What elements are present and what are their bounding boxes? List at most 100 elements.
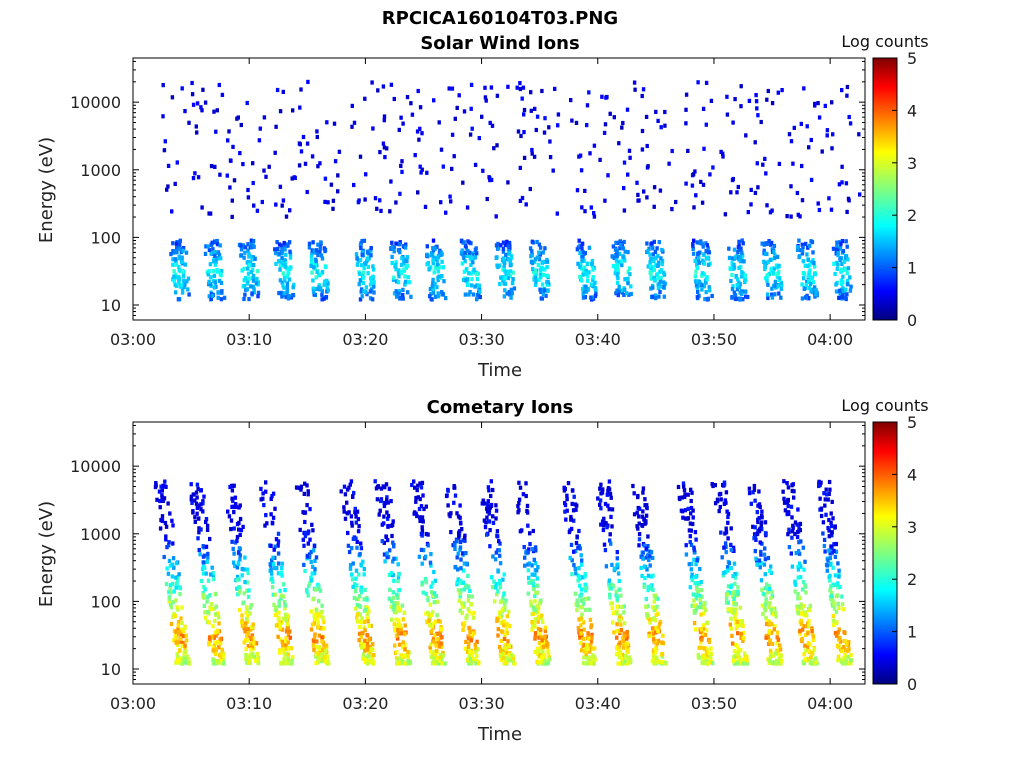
- heatmap-cell: [251, 239, 256, 244]
- heatmap-cell: [394, 605, 399, 610]
- heatmap-cell: [369, 279, 374, 284]
- heatmap-cell: [184, 633, 188, 638]
- heatmap-cell: [310, 571, 314, 576]
- heatmap-cell: [581, 601, 586, 606]
- heatmap-cell: [578, 641, 583, 646]
- heatmap-cell: [326, 288, 330, 293]
- heatmap-cell: [741, 259, 745, 264]
- heatmap-cell: [505, 650, 509, 655]
- heatmap-cell: [352, 490, 356, 496]
- heatmap-cell: [281, 271, 285, 276]
- heatmap-cell: [693, 258, 697, 263]
- heatmap-cell: [271, 491, 276, 496]
- heatmap-cell: [466, 645, 471, 650]
- heatmap-cell: [656, 596, 660, 601]
- heatmap-cell: [759, 561, 763, 566]
- heatmap-cell: [499, 657, 503, 662]
- heatmap-cell: [833, 582, 837, 588]
- heatmap-cell: [589, 661, 593, 666]
- heatmap-cell: [650, 268, 654, 273]
- heatmap-cell: [701, 623, 705, 628]
- heatmap-cell: [285, 622, 290, 627]
- heatmap-cell: [342, 484, 347, 489]
- heatmap-cell: [695, 263, 699, 268]
- heatmap-cell: [443, 661, 447, 666]
- heatmap-cell: [366, 271, 370, 276]
- heatmap-cell: [208, 638, 212, 643]
- heatmap-cell: [810, 632, 815, 637]
- heatmap-cell: [201, 501, 205, 506]
- heatmap-cell: [648, 584, 653, 589]
- heatmap-cell: [312, 635, 317, 640]
- heatmap-cell: [379, 208, 383, 213]
- heatmap-cell: [238, 503, 242, 508]
- heatmap-cell: [280, 246, 284, 252]
- heatmap-cell: [764, 600, 768, 605]
- heatmap-cell: [518, 86, 523, 92]
- heatmap-cell: [689, 505, 694, 511]
- heatmap-cell: [726, 607, 730, 612]
- heatmap-cell: [368, 289, 373, 294]
- heatmap-cell: [394, 610, 398, 615]
- heatmap-cell: [517, 480, 521, 485]
- heatmap-cell: [501, 256, 506, 261]
- heatmap-cell: [771, 270, 775, 275]
- heatmap-cell: [469, 283, 474, 288]
- heatmap-cell: [457, 598, 461, 603]
- heatmap-cell: [439, 641, 443, 646]
- heatmap-cell: [417, 506, 422, 512]
- heatmap-cell: [396, 272, 401, 277]
- heatmap-cell: [576, 625, 581, 631]
- heatmap-cell: [695, 584, 699, 589]
- heatmap-cell: [273, 592, 277, 597]
- heatmap-cell: [476, 661, 481, 666]
- heatmap-cell: [506, 257, 511, 262]
- heatmap-cell: [472, 267, 476, 272]
- heatmap-cell: [535, 255, 539, 260]
- heatmap-cell: [838, 639, 843, 644]
- heatmap-cell: [569, 526, 574, 531]
- heatmap-cell: [162, 148, 167, 153]
- heatmap-cell: [609, 495, 613, 500]
- heatmap-cell: [392, 96, 396, 102]
- heatmap-cell: [386, 524, 390, 529]
- heatmap-cell: [447, 86, 451, 91]
- heatmap-cell: [430, 284, 434, 289]
- heatmap-cell: [768, 648, 773, 653]
- heatmap-cell: [325, 120, 329, 125]
- heatmap-cell: [301, 537, 305, 542]
- heatmap-cell: [466, 585, 470, 590]
- heatmap-cell: [759, 119, 763, 125]
- heatmap-cell: [832, 623, 836, 628]
- heatmap-cell: [280, 573, 284, 578]
- heatmap-cell: [839, 267, 844, 272]
- heatmap-cell: [811, 250, 815, 255]
- heatmap-cell: [458, 539, 463, 545]
- heatmap-cell: [538, 267, 543, 272]
- heatmap-cell: [391, 595, 396, 600]
- heatmap-cell: [167, 596, 172, 601]
- heatmap-cell: [219, 652, 223, 657]
- heatmap-cell: [730, 641, 735, 646]
- heatmap-cell: [807, 618, 811, 623]
- heatmap-cell: [238, 557, 242, 562]
- x-tick-label: 04:00: [807, 694, 853, 713]
- heatmap-cell: [571, 508, 576, 513]
- heatmap-cell: [824, 487, 828, 492]
- heatmap-cell: [729, 526, 733, 531]
- heatmap-cell: [688, 534, 692, 539]
- heatmap-cell: [281, 582, 286, 587]
- heatmap-cell: [574, 571, 578, 576]
- heatmap-cell: [831, 246, 836, 251]
- heatmap-cell: [495, 93, 500, 98]
- heatmap-cell: [573, 502, 578, 507]
- heatmap-cell: [735, 190, 739, 195]
- heatmap-cell: [363, 638, 367, 643]
- heatmap-cell: [674, 199, 678, 205]
- heatmap-cell: [433, 633, 437, 638]
- heatmap-cell: [316, 651, 321, 656]
- heatmap-cell: [676, 484, 681, 490]
- heatmap-cell: [535, 114, 540, 119]
- heatmap-cell: [641, 550, 645, 555]
- heatmap-cell: [764, 621, 769, 627]
